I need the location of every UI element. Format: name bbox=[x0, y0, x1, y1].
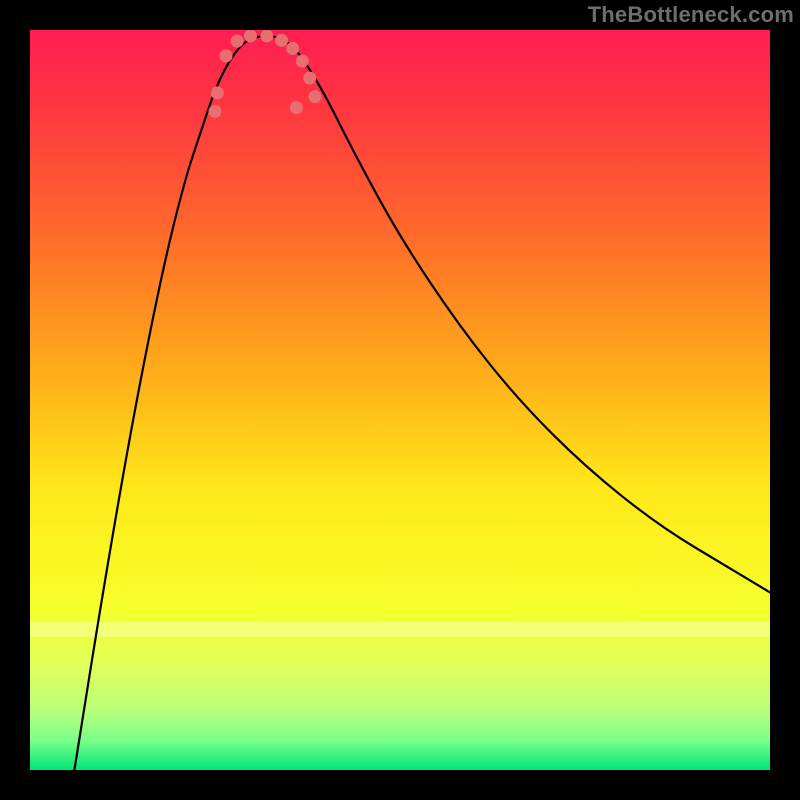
data-marker bbox=[303, 72, 316, 85]
data-marker bbox=[220, 49, 233, 62]
highlight-band bbox=[30, 622, 770, 637]
chart-svg bbox=[30, 30, 770, 770]
data-marker bbox=[308, 90, 321, 103]
outer-frame: TheBottleneck.com bbox=[0, 0, 800, 800]
data-marker bbox=[244, 30, 257, 42]
data-marker bbox=[275, 34, 288, 47]
data-marker bbox=[211, 86, 224, 99]
data-marker bbox=[286, 42, 299, 55]
gradient-background bbox=[30, 30, 770, 770]
data-marker bbox=[290, 101, 303, 114]
data-marker bbox=[209, 105, 222, 118]
data-marker bbox=[296, 55, 309, 68]
plot-area bbox=[30, 30, 770, 770]
data-marker bbox=[260, 30, 273, 42]
watermark-text: TheBottleneck.com bbox=[588, 2, 794, 28]
data-marker bbox=[231, 35, 244, 48]
